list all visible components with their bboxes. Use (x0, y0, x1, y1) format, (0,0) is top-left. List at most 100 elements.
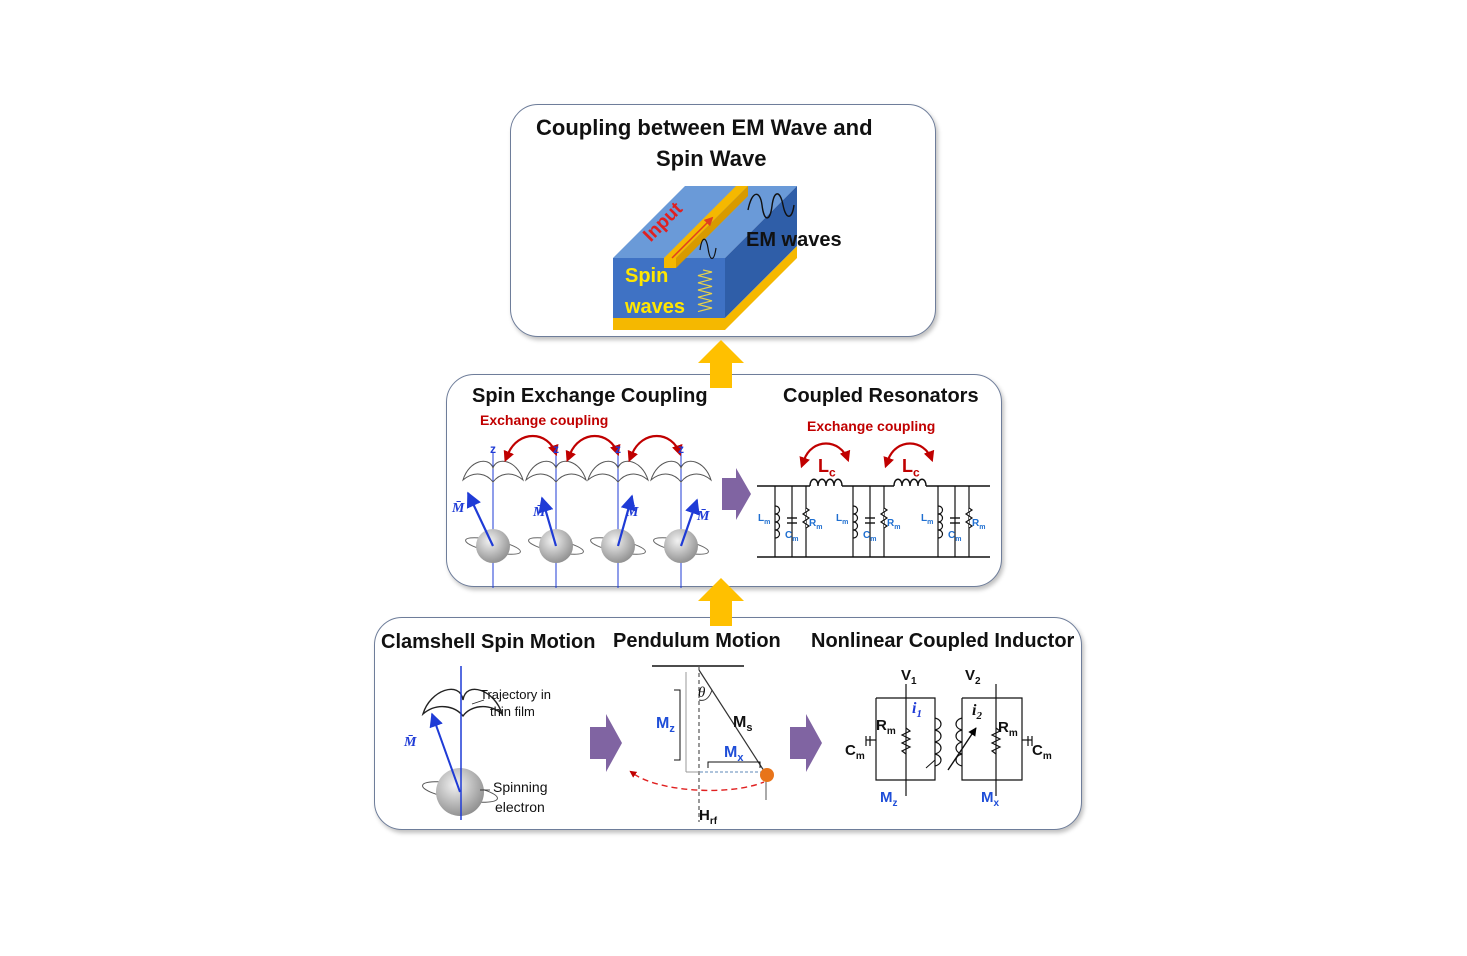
spin-exchange-title: Spin Exchange Coupling (472, 385, 708, 407)
shunt-resistor (964, 507, 974, 529)
z-label-1: z (490, 442, 496, 456)
magnetization-vector (616, 494, 636, 547)
spin-waves-label-2: waves (625, 296, 686, 318)
cm-right-sub: m (1042, 751, 1052, 762)
shunt-inductor (774, 505, 781, 539)
em-waves-label: EM waves (746, 229, 842, 251)
shunt-inductor (852, 505, 859, 539)
cm-label-2: Cm (863, 530, 877, 544)
m-label-2: M̄ (533, 505, 546, 520)
mz-main: M (656, 715, 670, 732)
trajectory-shape (462, 460, 524, 483)
lm-label-3: Lm (921, 513, 934, 527)
exchange-arcs-left (503, 434, 683, 463)
lc-sub-2: c (913, 465, 920, 480)
cm-label-3: Cm (948, 530, 961, 544)
spinning-label-1: Spinning (493, 779, 548, 795)
bottom-panel (374, 617, 1082, 830)
shunt-resistor (879, 507, 889, 529)
resonator-circuit (757, 478, 990, 558)
lm-label-3-sub: m (927, 519, 934, 526)
rm-label-3-main: R (972, 518, 980, 529)
rm-label-1-sub: m (816, 524, 823, 531)
rm-label-2-main: R (887, 518, 895, 529)
rm-right-label: Rm (998, 720, 1018, 739)
shunt-resistor (801, 507, 811, 529)
arrow-right-bottom-1 (590, 714, 622, 772)
shunt-inductor (937, 505, 944, 539)
spin-waves-label-1: Spin (625, 265, 669, 287)
coupling-inductor (893, 478, 927, 487)
i2-label: i2 (972, 703, 982, 722)
theta-label: θ (698, 685, 706, 701)
cm-left-label: Cm (845, 743, 865, 762)
clamshell-illustration (421, 666, 504, 820)
v1-sub: 1 (911, 676, 917, 687)
trajectory-label-2: thin film (490, 704, 535, 719)
lm-label-3-main: L (921, 513, 928, 524)
cm-label-3-main: C (948, 530, 956, 541)
v2-sub: 2 (975, 676, 981, 687)
v1-label: V1 (901, 668, 917, 687)
mx-out-main: M (981, 789, 994, 806)
i2-sub: 2 (976, 710, 982, 723)
rm-right-sub: m (1008, 728, 1018, 739)
ms-sub: s (746, 722, 753, 735)
m-label-3: M̄ (626, 505, 639, 520)
rm-label-3-sub: m (979, 524, 986, 531)
cm-left-main: C (845, 742, 856, 759)
i1-sub: 1 (916, 708, 922, 721)
hrf-main: H (699, 807, 710, 824)
mz-label: Mz (656, 716, 675, 735)
cm-label-2-main: C (863, 530, 871, 541)
spin-array (462, 452, 712, 588)
inductor-circuit (865, 684, 1033, 796)
mx-label: Mx (724, 745, 743, 764)
exchange-coupling-right-label: Exchange coupling (807, 418, 936, 434)
rm-left-sub: m (886, 726, 896, 737)
magnetization-vector (679, 498, 700, 547)
rm-label-2-sub: m (894, 524, 901, 531)
lm-label-2-sub: m (842, 519, 849, 526)
lm-label-1-sub: m (764, 519, 771, 526)
arrow-up-middle (698, 578, 744, 626)
i1-label: i1 (912, 701, 922, 720)
lm-label-1: Lm (758, 514, 771, 527)
top-title-line2: Spin Wave (656, 146, 767, 171)
cm-label-2-sub: m (870, 536, 877, 543)
top-title-line1: Coupling between EM Wave and (536, 115, 873, 140)
cm-right-label: Cm (1032, 743, 1052, 762)
inductor-title: Nonlinear Coupled Inductor (811, 630, 1075, 652)
z-label-3: z (615, 442, 621, 456)
arrow-right-middle (722, 468, 751, 520)
rm-right-main: R (998, 719, 1009, 736)
mz-out-label: Mz (880, 790, 898, 809)
ms-label: Ms (733, 715, 752, 734)
trajectory-label-1: Trajectory in (480, 687, 552, 702)
coupled-resonators-title: Coupled Resonators (783, 385, 979, 407)
i1-main: i (912, 700, 917, 717)
rm-label-3: Rm (972, 518, 986, 532)
lc-sub-1: c (829, 465, 836, 480)
lc-main-1: L (818, 456, 829, 476)
cm-label-1-sub: m (792, 536, 799, 543)
clamshell-m-label: M̄ (404, 735, 417, 750)
slab-illustration (613, 186, 797, 330)
rm-left-label: Rm (876, 718, 896, 737)
m-label-1: M̄ (452, 501, 465, 516)
mx-sub: x (737, 752, 744, 765)
rm-label-1: Rm (809, 519, 823, 532)
cm-label-1-main: C (785, 530, 793, 541)
i2-main: i (972, 702, 977, 719)
v1-main: V (901, 667, 912, 684)
arrow-up-top (698, 340, 744, 388)
spinning-label-2: electron (495, 799, 545, 815)
pendulum-title: Pendulum Motion (613, 630, 781, 652)
rm-left-main: R (876, 717, 887, 734)
mz-sub: z (669, 723, 675, 736)
magnetization-vector (466, 491, 494, 547)
cm-right-main: C (1032, 742, 1043, 759)
v2-main: V (965, 667, 976, 684)
mx-out-label: Mx (981, 790, 999, 809)
